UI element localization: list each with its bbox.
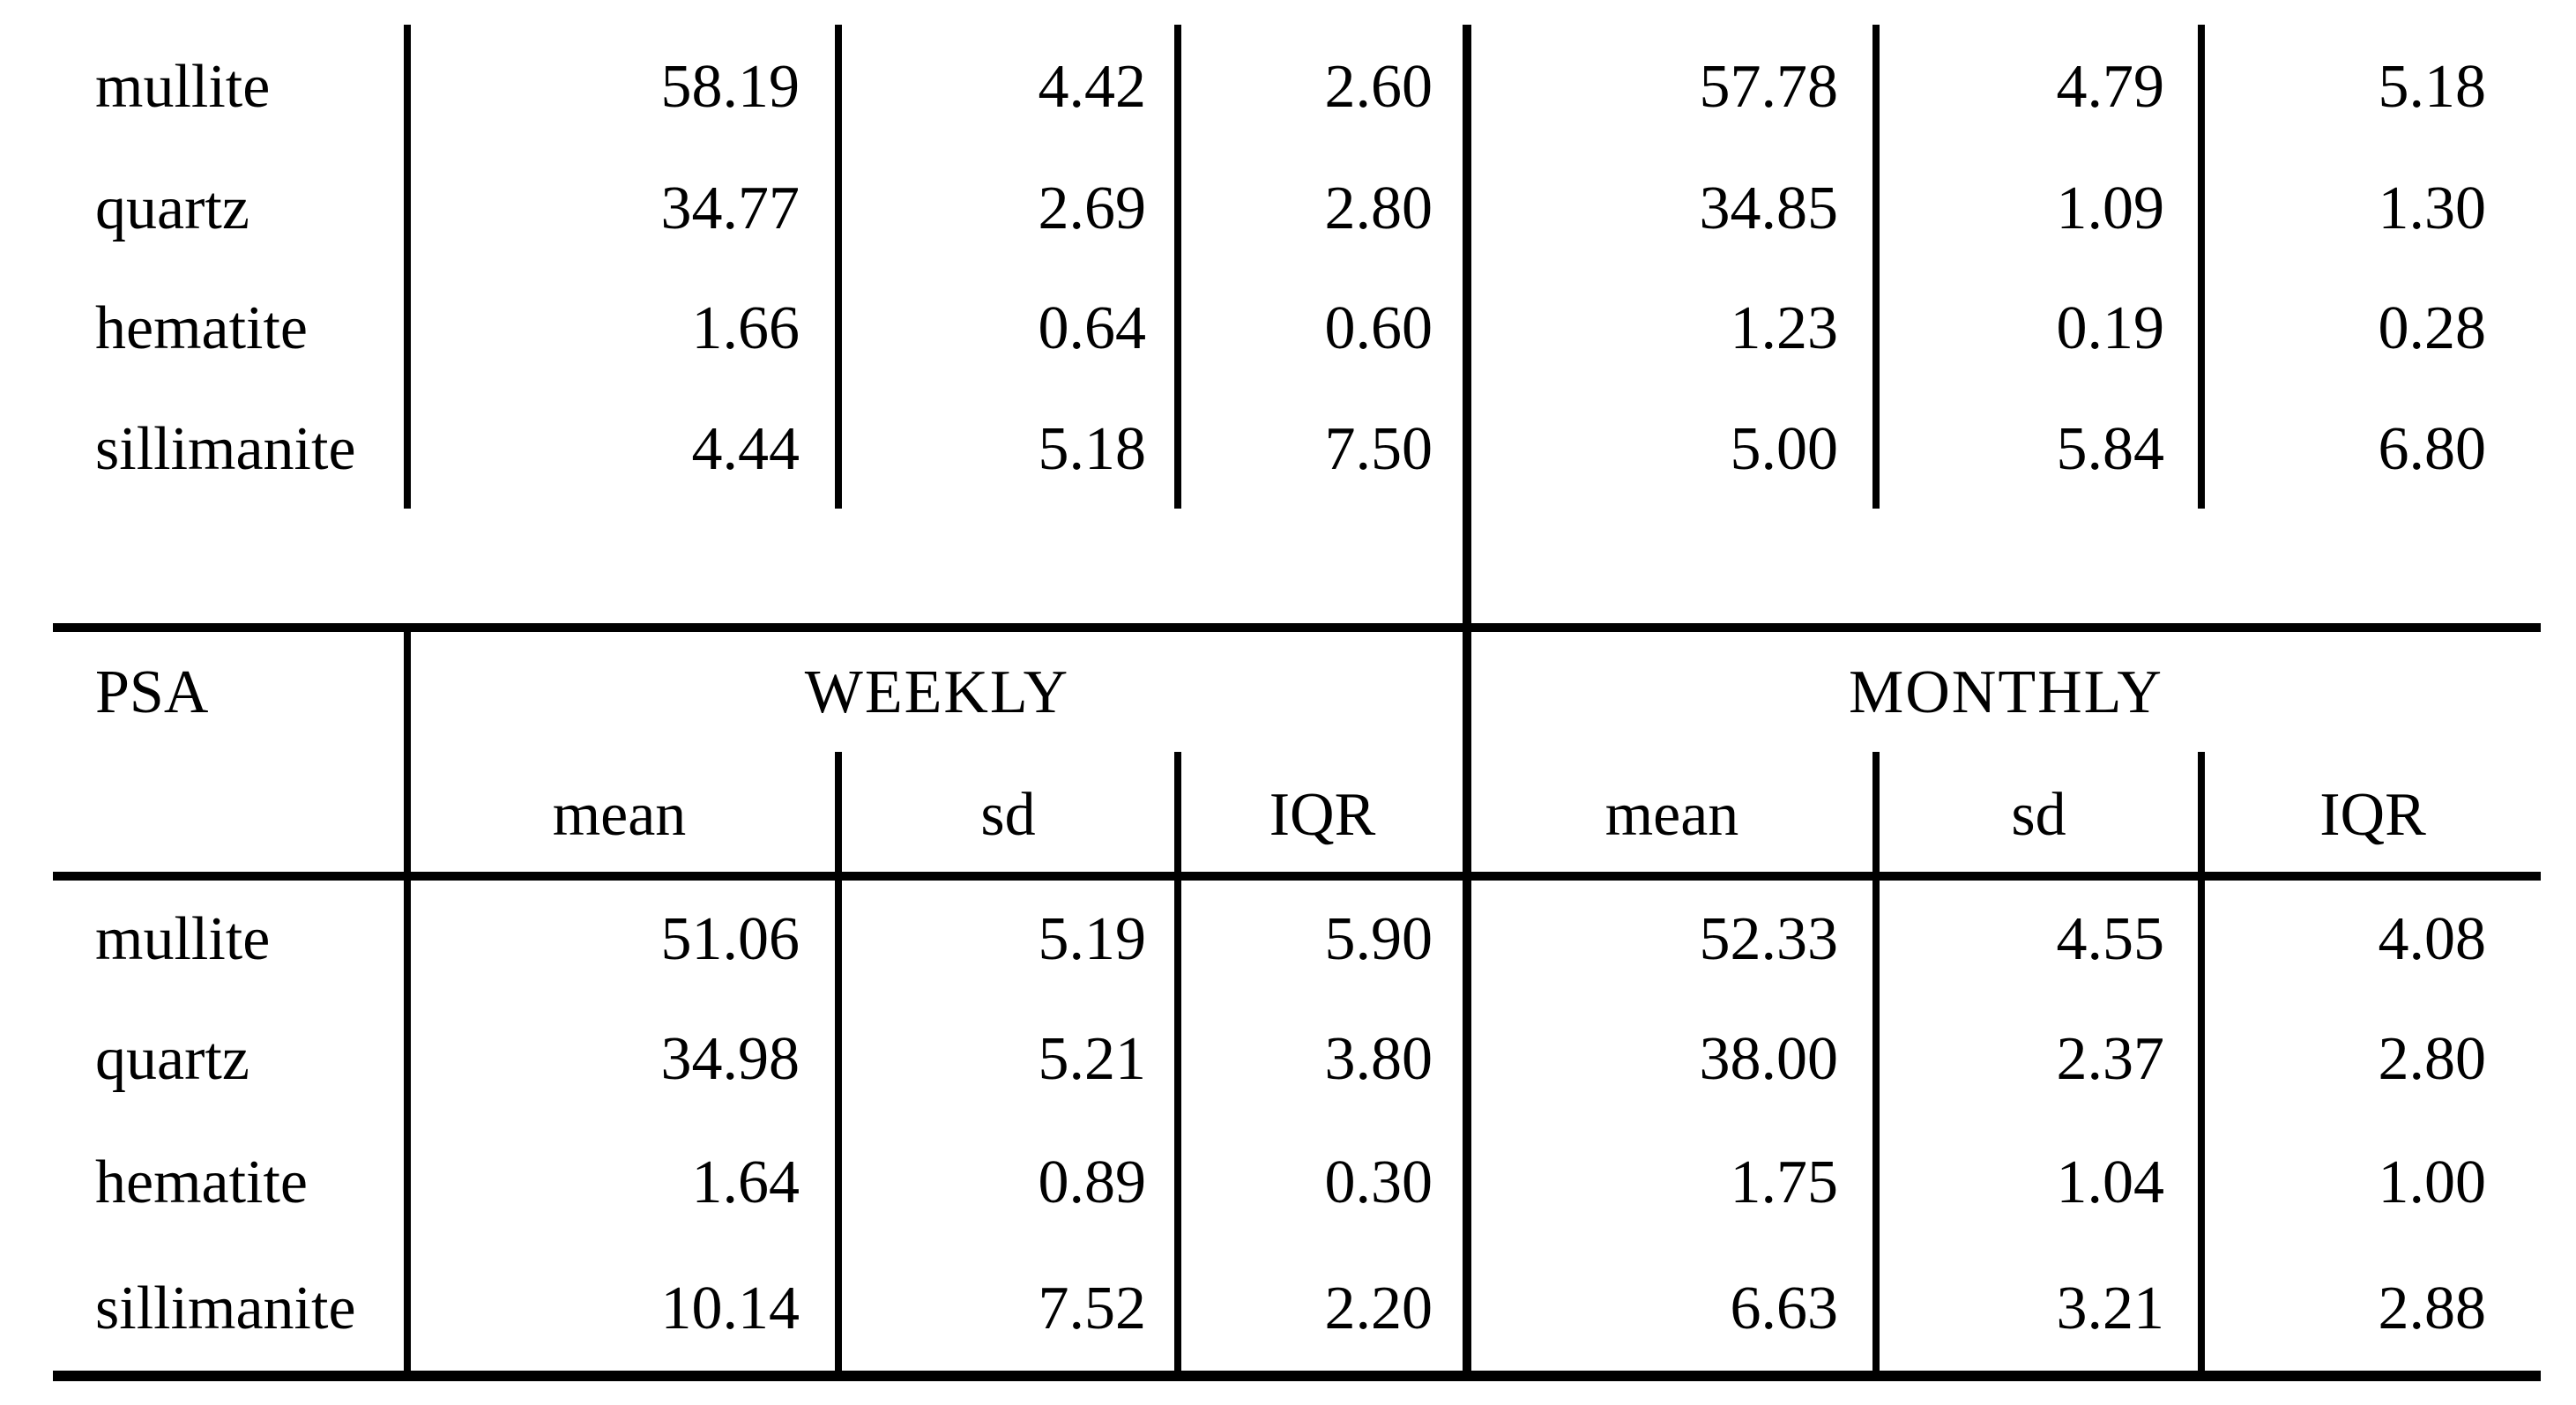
table-cell: 1.04 [2056, 1149, 2165, 1216]
bottom-table-top-rule [53, 623, 2541, 632]
table-cell: 2.80 [2378, 1025, 2487, 1093]
table-cell: 4.79 [2056, 53, 2165, 121]
table-cell: 5.18 [1038, 415, 1147, 483]
table-cell: 0.30 [1324, 1149, 1433, 1216]
group-header-monthly: MONTHLY [1849, 658, 2163, 726]
column-header-sd-monthly: sd [2011, 781, 2066, 849]
table-cell: 4.44 [691, 415, 800, 483]
bottom-table-label-divider [404, 623, 411, 1381]
group-header-weekly: WEEKLY [804, 658, 1070, 726]
table-cell: 0.60 [1324, 294, 1433, 362]
table-cell: 6.63 [1730, 1275, 1839, 1342]
table-subheader-row: mean sd IQR mean sd IQR [0, 776, 2576, 855]
table-cell: 5.19 [1038, 905, 1147, 973]
table-cell: 0.19 [2056, 294, 2165, 362]
top-table-sd-iqr-divider-weekly [1174, 25, 1181, 509]
table-cell: 5.90 [1324, 905, 1433, 973]
table-row: hematite 1.66 0.64 0.60 1.23 0.19 0.28 [0, 289, 2576, 368]
table-cell: 7.50 [1324, 415, 1433, 483]
table-cell: 2.80 [1324, 175, 1433, 242]
table-cell: 4.55 [2056, 905, 2165, 973]
table-cell: 1.75 [1730, 1149, 1839, 1216]
table-cell: 0.28 [2378, 294, 2487, 362]
table-cell: 5.18 [2378, 53, 2487, 121]
row-label: mullite [95, 53, 271, 121]
table-cell: 1.09 [2056, 175, 2165, 242]
bottom-table-mean-sd-divider-monthly [1872, 752, 1880, 1381]
table-cell: 34.77 [660, 175, 800, 242]
column-header-mean-monthly: mean [1604, 781, 1739, 849]
table-row: sillimanite 10.14 7.52 2.20 6.63 3.21 2.… [0, 1269, 2576, 1349]
table-row: mullite 51.06 5.19 5.90 52.33 4.55 4.08 [0, 900, 2576, 979]
table-row: hematite 1.64 0.89 0.30 1.75 1.04 1.00 [0, 1143, 2576, 1223]
column-header-sd-weekly: sd [980, 781, 1036, 849]
column-header-iqr-weekly: IQR [1269, 781, 1376, 849]
table-cell: 2.69 [1038, 175, 1147, 242]
table-cell: 1.66 [691, 294, 800, 362]
bottom-table-header-rule [53, 872, 2541, 881]
row-label: quartz [95, 175, 249, 242]
table-cell: 6.80 [2378, 415, 2487, 483]
row-label: mullite [95, 905, 271, 973]
table-cell: 57.78 [1699, 53, 1839, 121]
row-label: hematite [95, 1149, 309, 1216]
row-label: hematite [95, 294, 309, 362]
top-table-label-divider [404, 25, 411, 509]
table-cell: 2.60 [1324, 53, 1433, 121]
table-cell: 51.06 [660, 905, 800, 973]
table-cell: 0.89 [1038, 1149, 1147, 1216]
table-cell: 1.23 [1730, 294, 1839, 362]
table-cell: 5.84 [2056, 415, 2165, 483]
corner-label: PSA [95, 658, 209, 726]
top-table-mean-sd-divider-weekly [835, 25, 842, 509]
bottom-table-bottom-rule [53, 1371, 2541, 1381]
group-separator-divider [1463, 25, 1471, 1381]
top-table-sd-iqr-divider-monthly [2198, 25, 2205, 509]
bottom-table-sd-iqr-divider-monthly [2198, 752, 2205, 1381]
table-row: sillimanite 4.44 5.18 7.50 5.00 5.84 6.8… [0, 410, 2576, 489]
table-cell: 10.14 [660, 1275, 800, 1342]
table-cell: 4.08 [2378, 905, 2487, 973]
bottom-table-sd-iqr-divider-weekly [1174, 752, 1181, 1381]
table-row: quartz 34.98 5.21 3.80 38.00 2.37 2.80 [0, 1020, 2576, 1099]
table-cell: 34.85 [1699, 175, 1839, 242]
table-cell: 52.33 [1699, 905, 1839, 973]
table-cell: 38.00 [1699, 1025, 1839, 1093]
row-label: sillimanite [95, 415, 356, 483]
table-cell: 1.64 [691, 1149, 800, 1216]
bottom-table-mean-sd-divider-weekly [835, 752, 842, 1381]
table-cell: 34.98 [660, 1025, 800, 1093]
table-cell: 4.42 [1038, 53, 1147, 121]
column-header-iqr-monthly: IQR [2319, 781, 2426, 849]
table-cell: 3.80 [1324, 1025, 1433, 1093]
top-table-mean-sd-divider-monthly [1872, 25, 1880, 509]
table-cell: 2.37 [2056, 1025, 2165, 1093]
table-cell: 58.19 [660, 53, 800, 121]
table-cell: 5.00 [1730, 415, 1839, 483]
table-cell: 3.21 [2056, 1275, 2165, 1342]
table-row: mullite 58.19 4.42 2.60 57.78 4.79 5.18 [0, 48, 2576, 127]
table-cell: 2.88 [2378, 1275, 2487, 1342]
row-label: sillimanite [95, 1275, 356, 1342]
table-cell: 7.52 [1038, 1275, 1147, 1342]
table-cell: 5.21 [1038, 1025, 1147, 1093]
table-header-row: PSA WEEKLY MONTHLY [0, 653, 2576, 732]
table-cell: 0.64 [1038, 294, 1147, 362]
table-cell: 1.30 [2378, 175, 2487, 242]
column-header-mean-weekly: mean [552, 781, 687, 849]
row-label: quartz [95, 1025, 249, 1093]
table-row: quartz 34.77 2.69 2.80 34.85 1.09 1.30 [0, 169, 2576, 249]
table-cell: 2.20 [1324, 1275, 1433, 1342]
table-cell: 1.00 [2378, 1149, 2487, 1216]
